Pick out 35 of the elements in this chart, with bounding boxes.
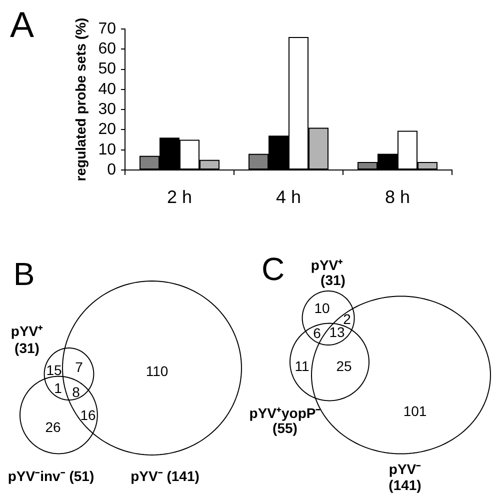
text: pYV⁻ (141) bbox=[130, 468, 200, 484]
x-tick-label: 8 h bbox=[384, 186, 410, 207]
y-tick-label: 20 bbox=[98, 121, 116, 138]
text: 8 bbox=[72, 384, 80, 400]
text: pYV⁻inv⁻ (51) bbox=[8, 468, 94, 484]
text: 110 bbox=[146, 362, 168, 379]
y-tick-label: 70 bbox=[98, 20, 116, 38]
text: 15 bbox=[46, 362, 62, 378]
x-tick-label: 4 h bbox=[276, 186, 302, 207]
text: 16 bbox=[80, 406, 96, 423]
y-tick-label: 60 bbox=[98, 40, 116, 58]
text: 10 bbox=[314, 300, 330, 316]
text: 1 bbox=[54, 380, 62, 396]
y-tick-label: 50 bbox=[98, 60, 116, 78]
chart-title: A bbox=[10, 4, 34, 45]
text: pYV⁺ (31) bbox=[10, 322, 44, 356]
text: 101 bbox=[403, 402, 427, 419]
text: 2 bbox=[343, 310, 352, 327]
text: 6 bbox=[313, 324, 322, 341]
y-tick-label: 40 bbox=[98, 80, 116, 98]
text: pYV⁺ (31) bbox=[310, 256, 346, 288]
text: 25 bbox=[336, 358, 352, 374]
text: 11 bbox=[294, 358, 310, 374]
text: pYV⁺yopP⁻ (55) bbox=[249, 404, 321, 436]
text: B bbox=[13, 256, 35, 292]
y-tick-label: 0 bbox=[107, 161, 116, 178]
y-axis-title: regulated probe sets (%) bbox=[72, 18, 88, 182]
text: 7 bbox=[75, 358, 84, 375]
text: pYV⁻ (141) bbox=[388, 460, 422, 493]
text: C bbox=[261, 250, 285, 287]
x-tick-label: 2 h bbox=[166, 186, 192, 207]
text: 13 bbox=[329, 324, 345, 340]
text: 26 bbox=[45, 418, 61, 435]
y-tick-label: 10 bbox=[98, 141, 116, 158]
y-tick-label: 30 bbox=[98, 100, 116, 118]
